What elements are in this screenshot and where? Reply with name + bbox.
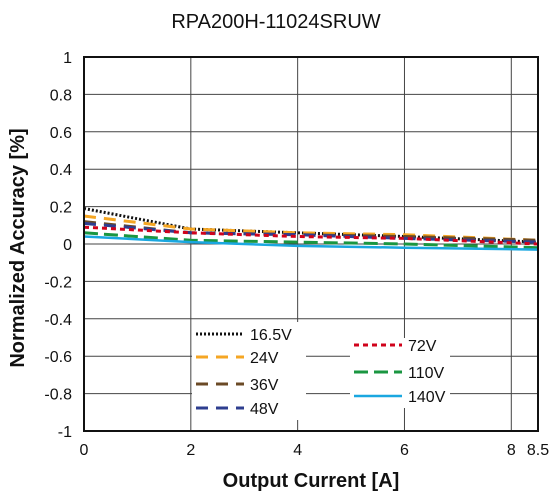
legend-box-left <box>192 322 306 420</box>
legend-label-36v: 36V <box>250 377 279 394</box>
plot-frame <box>83 56 539 432</box>
x-tick-label: 6 <box>400 442 409 459</box>
legend-label-48v: 48V <box>250 401 279 418</box>
series-line-140v <box>83 235 539 251</box>
x-axis-label: Output Current [A] <box>223 470 400 492</box>
tick-labels: 0 2 4 6 8 8.5 1 0.8 0.6 0.4 0.2 0 -0.2 -0.4 -0.6 -0.8 -1 <box>44 50 549 459</box>
y-tick-label: 0.4 <box>50 162 72 179</box>
legend-label-24v: 24V <box>250 350 279 367</box>
y-tick-label: 0.6 <box>50 125 72 142</box>
y-tick-label: 0.2 <box>50 200 72 217</box>
y-tick-label: -0.4 <box>44 312 72 329</box>
y-tick-label: 0.8 <box>50 87 72 104</box>
x-tick-label: 2 <box>186 442 195 459</box>
y-tick-label: -0.8 <box>44 387 72 404</box>
x-tick-label: 0 <box>80 442 89 459</box>
y-tick-label: 0 <box>63 237 72 254</box>
chart-title: RPA200H-11024SRUW <box>171 11 380 33</box>
legend-label-140v: 140V <box>408 389 446 406</box>
series-line-16.5v <box>83 207 539 244</box>
series-line-110v <box>83 231 539 250</box>
y-tick-label: -0.2 <box>44 274 72 291</box>
series-lines <box>83 207 539 251</box>
x-tick-label: 8 <box>507 442 516 459</box>
series-line-48v <box>83 221 539 244</box>
legend-label-110v: 110V <box>408 365 445 382</box>
y-tick-label: 1 <box>63 50 72 67</box>
legend: 16.5V 24V 36V 48V 72V 110V 140V <box>192 322 450 420</box>
grid-lines <box>83 56 539 432</box>
x-tick-label: 8.5 <box>527 442 549 459</box>
x-tick-label: 4 <box>293 442 302 459</box>
y-tick-label: -0.6 <box>44 349 72 366</box>
y-tick-label: -1 <box>58 424 72 441</box>
y-axis-label: Normalized Accuracy [%] <box>7 128 29 367</box>
legend-label-16.5v: 16.5V <box>250 327 292 344</box>
legend-label-72v: 72V <box>408 338 437 355</box>
